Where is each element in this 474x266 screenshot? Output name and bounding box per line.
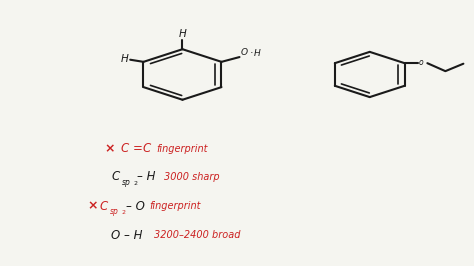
Text: C: C [111,171,119,183]
Text: O – H: O – H [111,229,143,242]
Text: =: = [133,143,143,155]
Text: C: C [121,143,129,155]
Text: fingerprint: fingerprint [156,144,208,154]
Text: ·: · [250,48,254,59]
Text: H: H [254,49,261,58]
Text: – O: – O [126,200,145,213]
Text: o: o [419,58,423,66]
Text: O: O [240,48,247,57]
Text: 3200–2400 broad: 3200–2400 broad [154,230,240,240]
Text: H: H [120,54,128,64]
Text: C: C [100,200,108,213]
Text: 2: 2 [134,181,137,185]
Text: ×: × [88,200,98,213]
Text: H: H [179,29,186,39]
Text: fingerprint: fingerprint [149,201,201,211]
Text: 2: 2 [122,210,126,215]
Text: ×: × [104,143,115,155]
Text: – H: – H [137,171,156,183]
Text: sp: sp [122,178,131,187]
Text: sp: sp [110,207,119,216]
Text: 3000 sharp: 3000 sharp [164,172,219,182]
Text: C: C [142,143,150,155]
